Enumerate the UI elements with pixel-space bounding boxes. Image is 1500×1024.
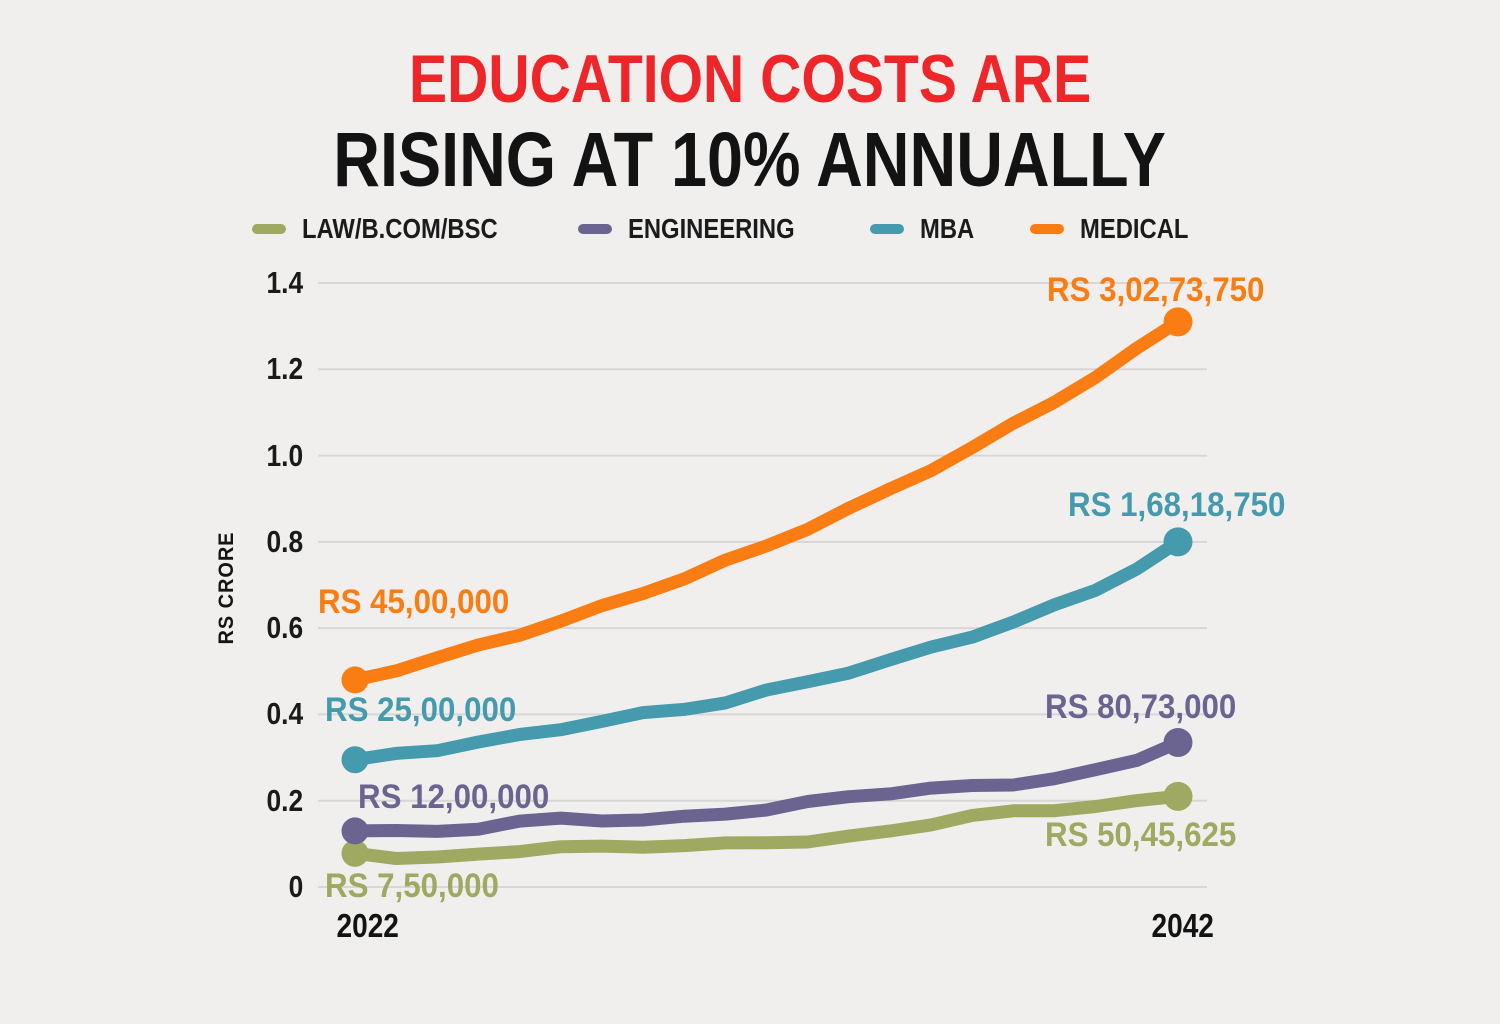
series-line-mba xyxy=(348,535,1185,767)
series-start-dot xyxy=(341,746,369,774)
legend-label-medical: MEDICAL xyxy=(1080,213,1189,244)
page-title-black-text: RISING AT 10% ANNUALLY xyxy=(333,117,1167,203)
series-end-dot xyxy=(1163,727,1193,757)
page-title-red-text: EDUCATION COSTS ARE xyxy=(408,41,1092,117)
legend-swatch-law xyxy=(252,224,287,234)
y-tick-label: 0.8 xyxy=(266,523,303,559)
legend-item-law: LAW/B.COM/BSC xyxy=(252,213,532,245)
legend-swatch-mba xyxy=(870,224,905,234)
annotation-mba-start-value: RS 25,00,000 xyxy=(325,691,517,729)
legend-item-engineering: ENGINEERING xyxy=(578,213,824,245)
series-end-dot xyxy=(1163,307,1193,337)
legend-item-mba: MBA xyxy=(870,213,984,245)
legend-label-law: LAW/B.COM/BSC xyxy=(302,213,498,244)
annotation-engineering-start-value: RS 12,00,000 xyxy=(358,778,550,816)
x-tick-2022: 2022 xyxy=(336,907,400,944)
y-tick-label: 1.4 xyxy=(266,264,303,300)
legend-swatch-medical xyxy=(1030,224,1065,234)
page-title-red: EDUCATION COSTS ARE xyxy=(0,45,1500,113)
x-tick-2042: 2042 xyxy=(1151,907,1215,944)
series-start-dot xyxy=(341,817,369,845)
annotation-mba-end-value: RS 1,68,18,750 xyxy=(1068,486,1286,524)
y-axis-title: RS CRORE xyxy=(215,531,238,645)
series-start-dot xyxy=(341,839,369,867)
annotation-law-start-value: RS 7,50,000 xyxy=(325,867,499,905)
page-title-black: RISING AT 10% ANNUALLY xyxy=(0,122,1500,199)
y-tick-label: 0.2 xyxy=(266,782,303,818)
y-tick-label: 0.6 xyxy=(266,610,303,646)
y-tick-label: 1.0 xyxy=(266,437,303,473)
y-tick-label: 0 xyxy=(288,869,303,904)
y-tick-label: 0.4 xyxy=(266,696,303,732)
series-end-dot xyxy=(1163,527,1193,557)
legend-item-medical: MEDICAL xyxy=(1030,213,1208,245)
legend-label-mba: MBA xyxy=(920,213,975,244)
annotation-medical-start-value: RS 45,00,000 xyxy=(318,583,510,621)
series-line-law-b-com-bsc xyxy=(348,789,1185,865)
annotation-engineering-end-value: RS 80,73,000 xyxy=(1045,688,1237,726)
annotation-medical-end-value: RS 3,02,73,750 xyxy=(1047,271,1265,309)
y-tick-label: 1.2 xyxy=(266,351,303,387)
series-line-engineering xyxy=(348,736,1185,838)
chart-legend: LAW/B.COM/BSC ENGINEERING MBA MEDICAL xyxy=(0,207,1460,251)
series-start-dot xyxy=(341,666,369,694)
series-line-medical xyxy=(348,315,1185,687)
legend-label-engineering: ENGINEERING xyxy=(628,213,796,244)
annotation-law-end-value: RS 50,45,625 xyxy=(1045,816,1237,854)
legend-swatch-engineering xyxy=(578,224,613,234)
series-end-dot xyxy=(1163,781,1193,811)
